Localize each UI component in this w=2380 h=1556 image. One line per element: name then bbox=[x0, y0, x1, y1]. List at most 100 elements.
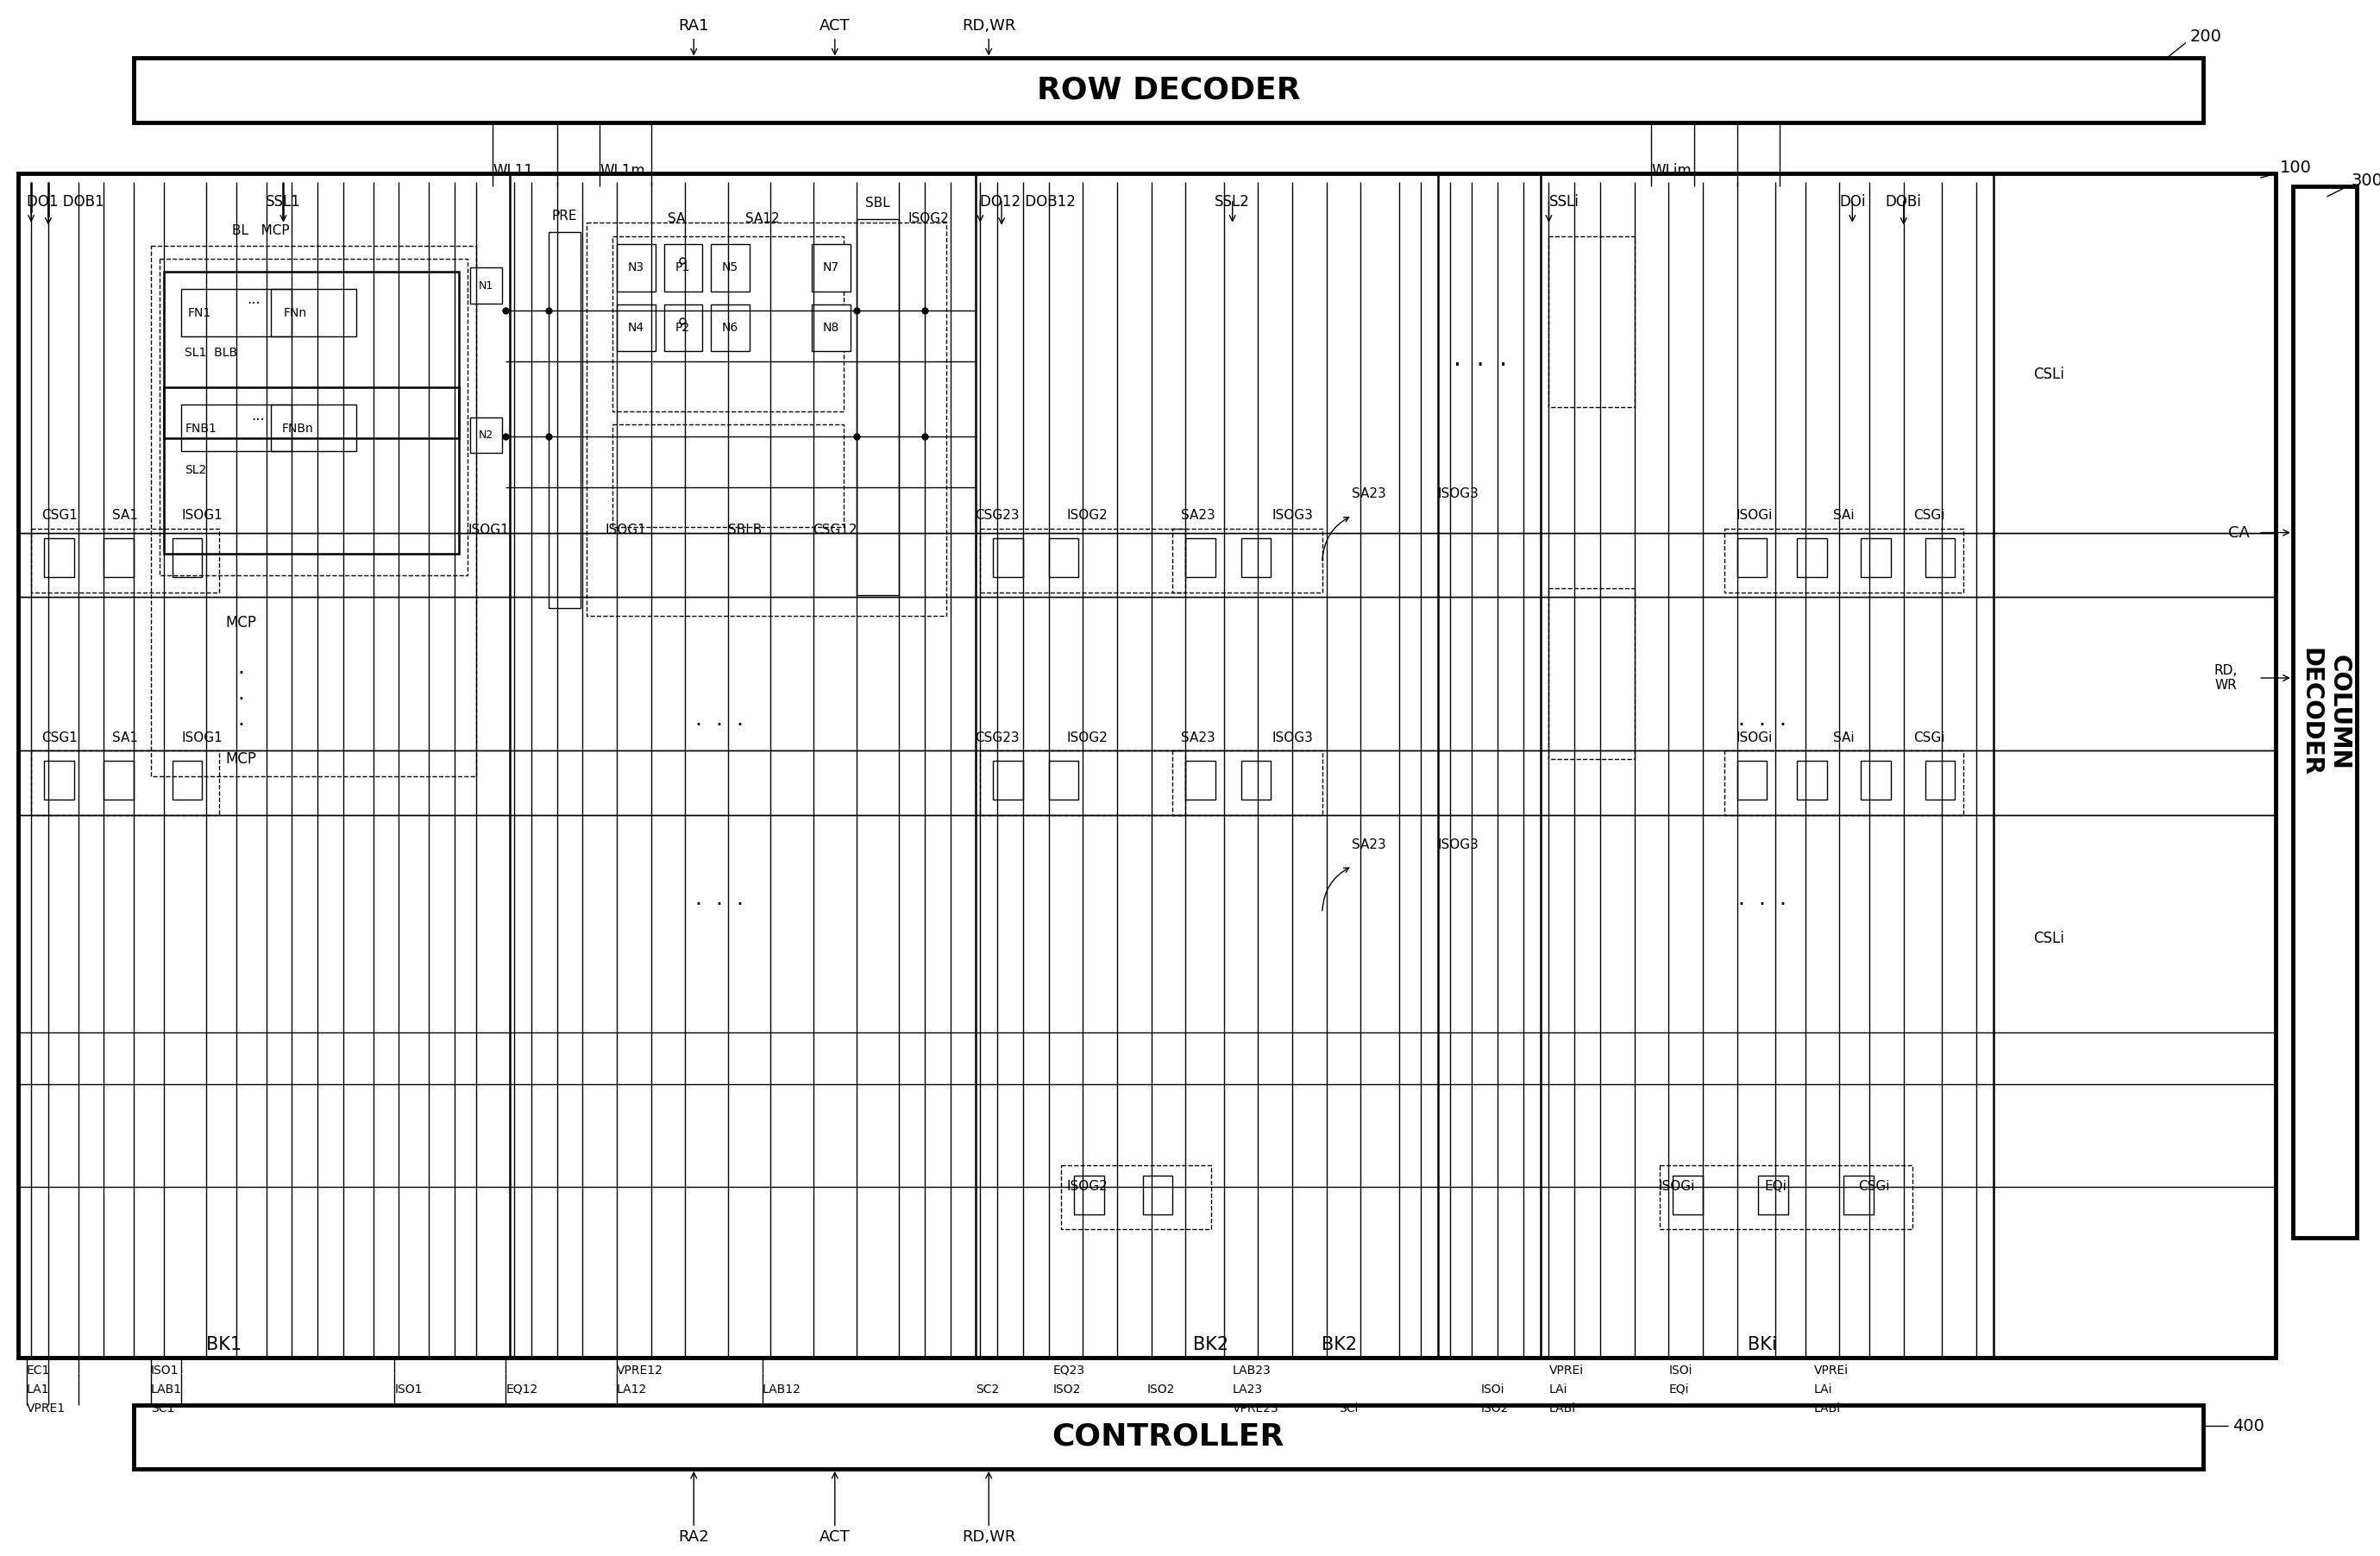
Bar bbox=[616, 305, 654, 352]
Bar bbox=[1723, 529, 1963, 593]
Bar bbox=[19, 174, 2275, 1358]
Text: SSL2: SSL2 bbox=[1214, 194, 1250, 210]
Bar bbox=[712, 305, 750, 352]
Text: DO12 DOB12: DO12 DOB12 bbox=[981, 194, 1076, 210]
Bar bbox=[712, 244, 750, 291]
Text: ·  ·  ·: · · · bbox=[695, 714, 743, 736]
Bar bbox=[469, 268, 502, 303]
Text: VPRE12: VPRE12 bbox=[616, 1365, 664, 1377]
Bar bbox=[812, 305, 850, 352]
Text: SA1: SA1 bbox=[112, 509, 138, 521]
Bar bbox=[812, 244, 850, 291]
Text: ISOG1: ISOG1 bbox=[469, 524, 509, 537]
Text: LA12: LA12 bbox=[616, 1383, 647, 1396]
Bar bbox=[164, 272, 459, 439]
Bar bbox=[271, 405, 357, 451]
Text: ·: · bbox=[238, 714, 245, 736]
Text: MCP: MCP bbox=[226, 752, 257, 767]
Text: RD,WR: RD,WR bbox=[962, 17, 1016, 33]
Text: VPRE1: VPRE1 bbox=[26, 1402, 67, 1414]
Text: CSLi: CSLi bbox=[2033, 367, 2063, 383]
Text: SBLB: SBLB bbox=[728, 524, 762, 537]
Text: EC1: EC1 bbox=[26, 1365, 50, 1377]
Text: SC2: SC2 bbox=[976, 1383, 1000, 1396]
Text: SL1  BLB: SL1 BLB bbox=[186, 347, 238, 359]
Bar bbox=[1050, 538, 1078, 577]
Bar bbox=[1861, 538, 1890, 577]
Text: ISOG3: ISOG3 bbox=[1438, 839, 1478, 851]
Bar bbox=[2292, 187, 2356, 1239]
Bar bbox=[181, 289, 293, 336]
Text: CONTROLLER: CONTROLLER bbox=[1052, 1422, 1285, 1452]
Text: DOBi: DOBi bbox=[1885, 194, 1921, 210]
Text: N7: N7 bbox=[823, 261, 838, 274]
Text: ISOG2: ISOG2 bbox=[1066, 509, 1107, 521]
Text: N5: N5 bbox=[721, 261, 738, 274]
Text: 100: 100 bbox=[2280, 159, 2311, 176]
Text: ·  ·  ·: · · · bbox=[695, 895, 743, 915]
Text: ISOG3: ISOG3 bbox=[1438, 487, 1478, 501]
Text: SBL: SBL bbox=[866, 198, 890, 210]
Text: ...: ... bbox=[248, 291, 259, 307]
Bar bbox=[133, 58, 2204, 123]
Bar bbox=[612, 237, 843, 411]
Text: ·  ·  ·: · · · bbox=[1737, 714, 1787, 736]
Bar bbox=[1861, 761, 1890, 800]
Text: ACT: ACT bbox=[819, 1530, 850, 1545]
Text: ISOG2: ISOG2 bbox=[1066, 731, 1107, 744]
Text: CSG1: CSG1 bbox=[40, 509, 79, 521]
Text: N1: N1 bbox=[478, 280, 493, 291]
Text: DOi: DOi bbox=[1840, 194, 1866, 210]
Text: ·  ·  ·: · · · bbox=[1737, 895, 1787, 915]
Text: DO1 DOB1: DO1 DOB1 bbox=[26, 194, 105, 210]
Text: SAi: SAi bbox=[1833, 509, 1854, 521]
Text: CSG23: CSG23 bbox=[976, 509, 1019, 521]
Bar bbox=[992, 538, 1023, 577]
Text: WL1m: WL1m bbox=[600, 163, 645, 179]
Text: SA1: SA1 bbox=[112, 731, 138, 744]
Text: WL11: WL11 bbox=[493, 163, 533, 179]
Text: SA23: SA23 bbox=[1352, 839, 1388, 851]
Text: SA23: SA23 bbox=[1352, 487, 1388, 501]
Text: LAB1: LAB1 bbox=[150, 1383, 181, 1396]
Text: PRE: PRE bbox=[552, 210, 578, 223]
Text: BKi: BKi bbox=[1747, 1337, 1778, 1354]
Text: ISOG1: ISOG1 bbox=[605, 524, 645, 537]
Text: BK1: BK1 bbox=[205, 1337, 240, 1354]
Text: ISOG2: ISOG2 bbox=[909, 213, 950, 226]
Text: ISOi: ISOi bbox=[1668, 1365, 1692, 1377]
Text: SA: SA bbox=[669, 213, 685, 226]
Text: FNB1: FNB1 bbox=[186, 422, 217, 434]
Bar bbox=[43, 761, 74, 800]
Text: N8: N8 bbox=[821, 322, 838, 333]
Bar bbox=[171, 538, 202, 577]
Text: MCP: MCP bbox=[226, 615, 257, 630]
Text: EQ12: EQ12 bbox=[505, 1383, 538, 1396]
Text: LAB23: LAB23 bbox=[1233, 1365, 1271, 1377]
Text: ISOGi: ISOGi bbox=[1735, 731, 1773, 744]
Text: FNBn: FNBn bbox=[281, 422, 314, 434]
Bar bbox=[1797, 761, 1828, 800]
Text: ROW DECODER: ROW DECODER bbox=[1038, 76, 1299, 104]
Text: N4: N4 bbox=[628, 322, 645, 333]
Text: ISOG3: ISOG3 bbox=[1271, 509, 1314, 521]
Text: ACT: ACT bbox=[819, 17, 850, 33]
Text: RD,
WR: RD, WR bbox=[2213, 664, 2237, 692]
Text: ISOGi: ISOGi bbox=[1735, 509, 1773, 521]
Bar bbox=[976, 174, 1438, 1358]
Bar bbox=[1737, 761, 1766, 800]
Bar bbox=[181, 405, 293, 451]
Text: ISOG1: ISOG1 bbox=[181, 731, 224, 744]
Text: ISOG1: ISOG1 bbox=[181, 509, 224, 521]
Bar bbox=[133, 1405, 2204, 1469]
Text: VPREi: VPREi bbox=[1814, 1365, 1849, 1377]
Text: SSL1: SSL1 bbox=[267, 194, 300, 210]
Bar bbox=[1073, 1175, 1104, 1214]
Bar bbox=[19, 174, 509, 1358]
Text: 300: 300 bbox=[2351, 173, 2380, 188]
Bar bbox=[43, 538, 74, 577]
Bar bbox=[1173, 529, 1323, 593]
Bar bbox=[1659, 1165, 1911, 1229]
Bar bbox=[31, 750, 219, 815]
Bar bbox=[1240, 538, 1271, 577]
